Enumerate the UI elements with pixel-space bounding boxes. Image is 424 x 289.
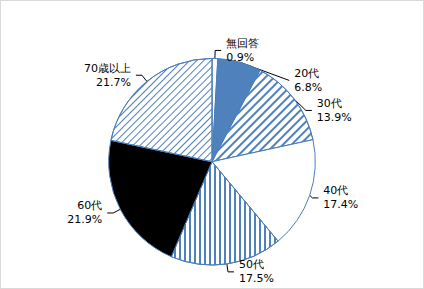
svg-text:50代: 50代	[239, 258, 264, 271]
svg-text:70歳以上: 70歳以上	[84, 62, 131, 75]
svg-text:21.9%: 21.9%	[67, 213, 102, 226]
svg-text:20代: 20代	[294, 67, 319, 80]
svg-text:6.8%: 6.8%	[294, 81, 322, 94]
svg-text:40代: 40代	[323, 184, 348, 197]
svg-text:30代: 30代	[317, 97, 342, 110]
svg-text:17.4%: 17.4%	[323, 198, 358, 211]
svg-text:60代: 60代	[77, 199, 102, 212]
svg-text:0.9%: 0.9%	[226, 51, 254, 64]
svg-text:無回答: 無回答	[226, 37, 259, 50]
svg-text:21.7%: 21.7%	[96, 76, 131, 89]
svg-text:17.5%: 17.5%	[239, 272, 274, 285]
svg-text:13.9%: 13.9%	[317, 111, 352, 124]
